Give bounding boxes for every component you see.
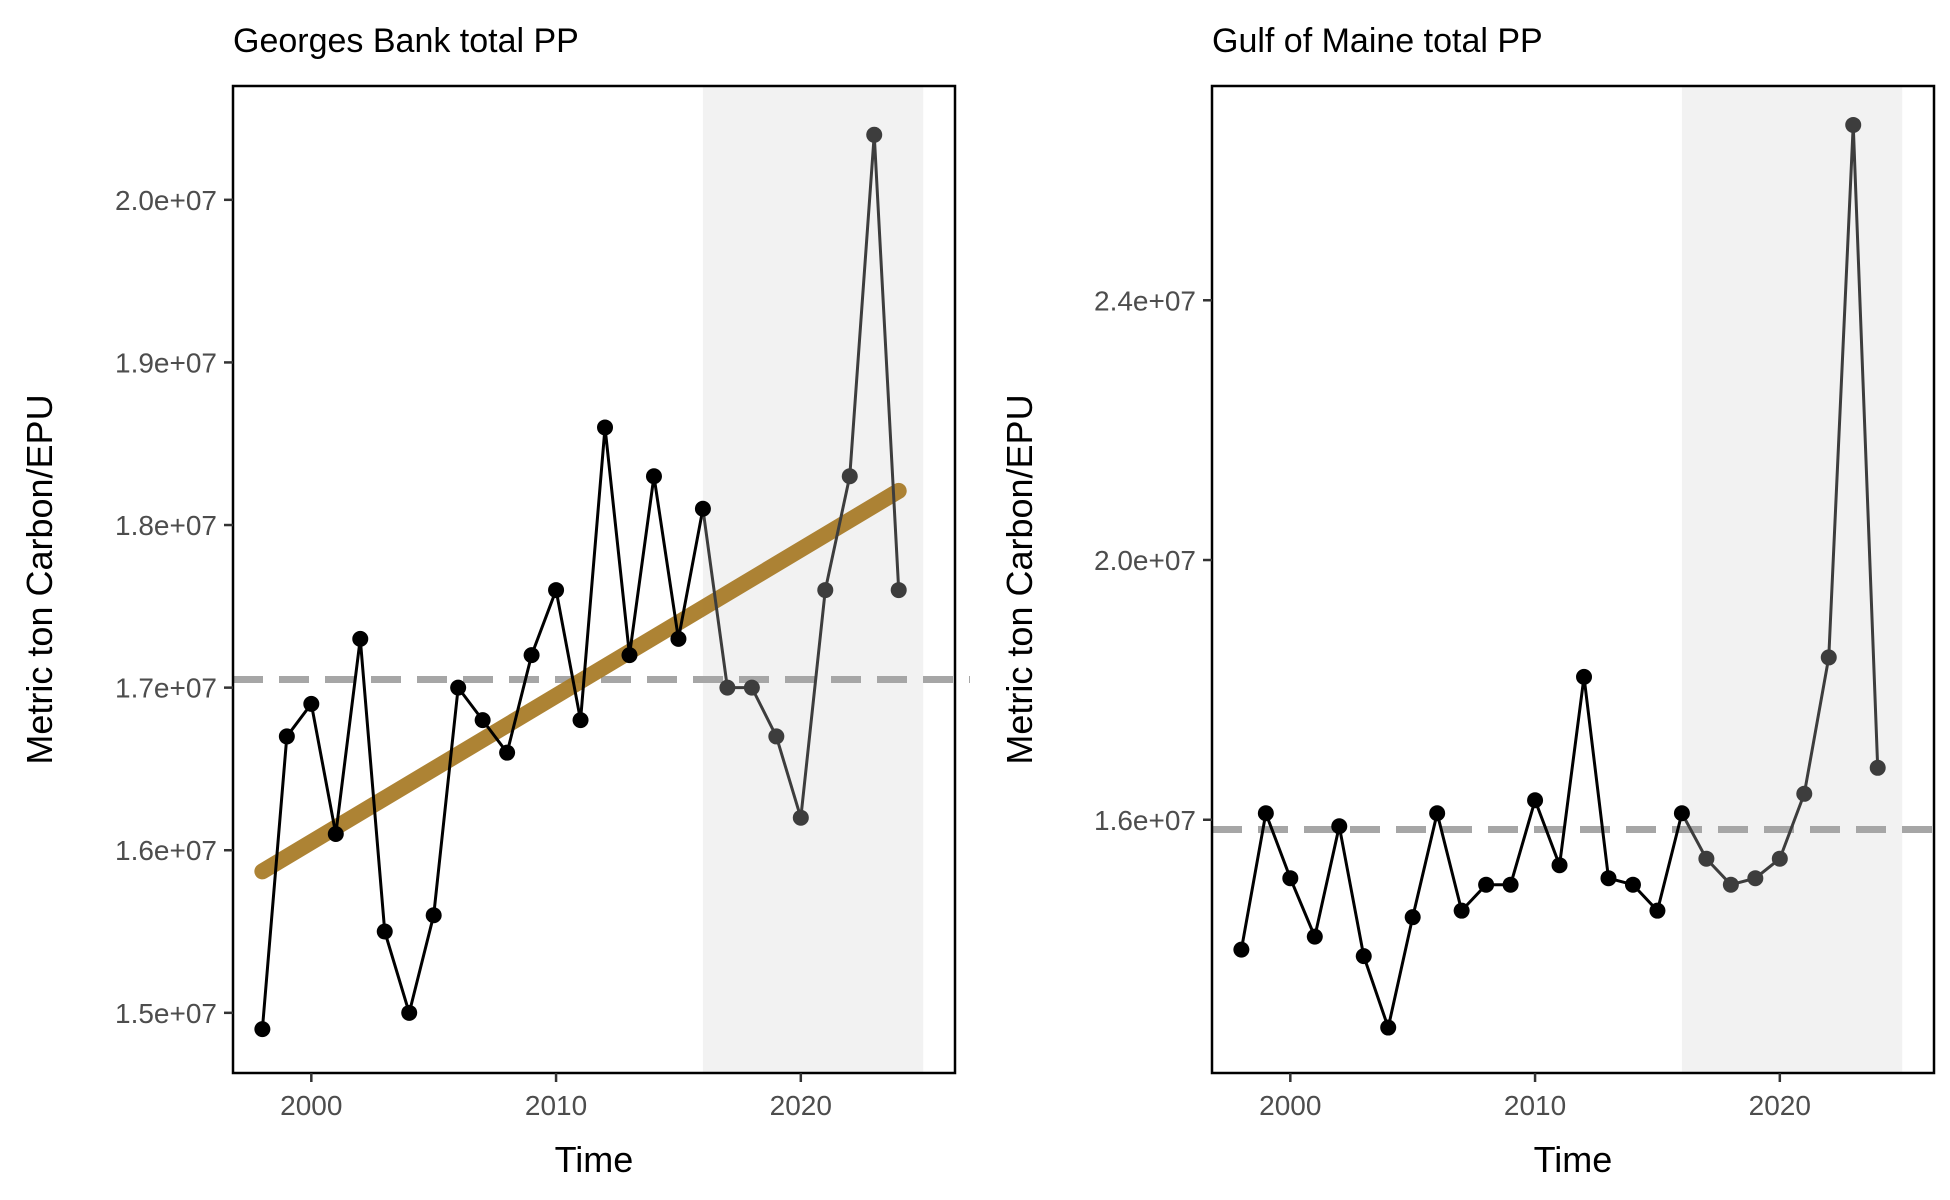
y-tick-label: 2.0e+07: [115, 185, 217, 216]
chart-title: Georges Bank total PP: [233, 22, 579, 60]
data-point: [1624, 876, 1641, 893]
data-point: [1698, 850, 1715, 867]
data-point: [278, 728, 295, 745]
data-point: [890, 582, 907, 599]
y-axis-title: Metric ton Carbon/EPU: [19, 394, 60, 764]
data-point: [1551, 857, 1568, 874]
data-point: [1869, 759, 1886, 776]
data-point: [401, 1004, 418, 1021]
y-tick-label: 1.5e+07: [115, 998, 217, 1029]
data-point: [1747, 870, 1764, 887]
data-point: [376, 923, 393, 940]
data-point: [548, 582, 565, 599]
data-point: [670, 630, 687, 647]
data-point: [499, 744, 516, 761]
data-point: [1331, 818, 1348, 835]
trend-line: [254, 482, 907, 880]
y-tick-label: 1.6e+07: [115, 835, 217, 866]
data-point: [1796, 785, 1813, 802]
data-point: [792, 809, 809, 826]
data-point: [719, 679, 736, 696]
chart-panel-2: 1.6e+07 2.0e+07 2.4e+07 2000 2010 2020 Gulf of…: [999, 22, 1946, 1180]
panel-border: [1210, 84, 1936, 1075]
data-point: [254, 1021, 271, 1038]
data-point: [1576, 668, 1593, 685]
data-point: [866, 126, 883, 143]
series-line-historical: [1239, 676, 1684, 1034]
x-tick-label: 2020: [770, 1090, 832, 1121]
data-point: [597, 419, 614, 436]
data-point: [1722, 876, 1739, 893]
data-point: [1453, 902, 1470, 919]
data-point: [1673, 805, 1690, 822]
data-point: [1233, 941, 1250, 958]
data-point: [817, 582, 834, 599]
x-axis-title: Time: [555, 1139, 634, 1180]
data-point: [1771, 850, 1788, 867]
data-point: [1845, 116, 1862, 133]
data-point: [768, 728, 785, 745]
data-point: [327, 825, 344, 842]
data-point: [303, 695, 320, 712]
data-point: [841, 468, 858, 485]
x-axis-title: Time: [1534, 1139, 1613, 1180]
data-point: [1502, 876, 1519, 893]
x-tick-label: 2000: [1259, 1090, 1321, 1121]
series-line-historical: [260, 427, 705, 1030]
data-point: [572, 712, 589, 729]
data-point: [1355, 948, 1372, 965]
data-point: [1600, 870, 1617, 887]
data-point: [1380, 1019, 1397, 1036]
data-point: [450, 679, 467, 696]
y-tick-label: 2.0e+07: [1094, 545, 1196, 576]
data-point: [425, 907, 442, 924]
data-point: [743, 679, 760, 696]
data-point: [645, 468, 662, 485]
y-tick-label: 1.9e+07: [115, 347, 217, 378]
x-tick-label: 2010: [525, 1090, 587, 1121]
y-tick-label: 1.7e+07: [115, 673, 217, 704]
y-tick-label: 2.4e+07: [1094, 285, 1196, 316]
recent-period-shading: [1681, 86, 1903, 1073]
panel-border: [231, 84, 957, 1075]
data-point: [1282, 870, 1299, 887]
data-point: [694, 500, 711, 517]
x-tick-label: 2020: [1749, 1090, 1811, 1121]
x-tick-label: 2010: [1504, 1090, 1566, 1121]
data-point: [621, 647, 638, 664]
data-point: [1820, 649, 1837, 666]
chart-title: Gulf of Maine total PP: [1212, 22, 1543, 60]
data-point: [1649, 902, 1666, 919]
data-point: [1429, 805, 1446, 822]
data-point: [1527, 792, 1544, 809]
data-point: [1404, 909, 1421, 926]
chart-panel-1: 1.5e+07 1.6e+07 1.7e+07 1.8e+07 1.9e+07 2.0e+…: [19, 22, 970, 1180]
data-point: [1478, 876, 1495, 893]
data-point: [523, 647, 540, 664]
y-axis-title: Metric ton Carbon/EPU: [999, 394, 1040, 764]
data-point: [1257, 805, 1274, 822]
data-point: [1306, 928, 1323, 945]
y-tick-label: 1.6e+07: [1094, 805, 1196, 836]
x-tick-label: 2000: [280, 1090, 342, 1121]
y-tick-label: 1.8e+07: [115, 510, 217, 541]
data-point: [474, 712, 491, 729]
data-point: [352, 630, 369, 647]
